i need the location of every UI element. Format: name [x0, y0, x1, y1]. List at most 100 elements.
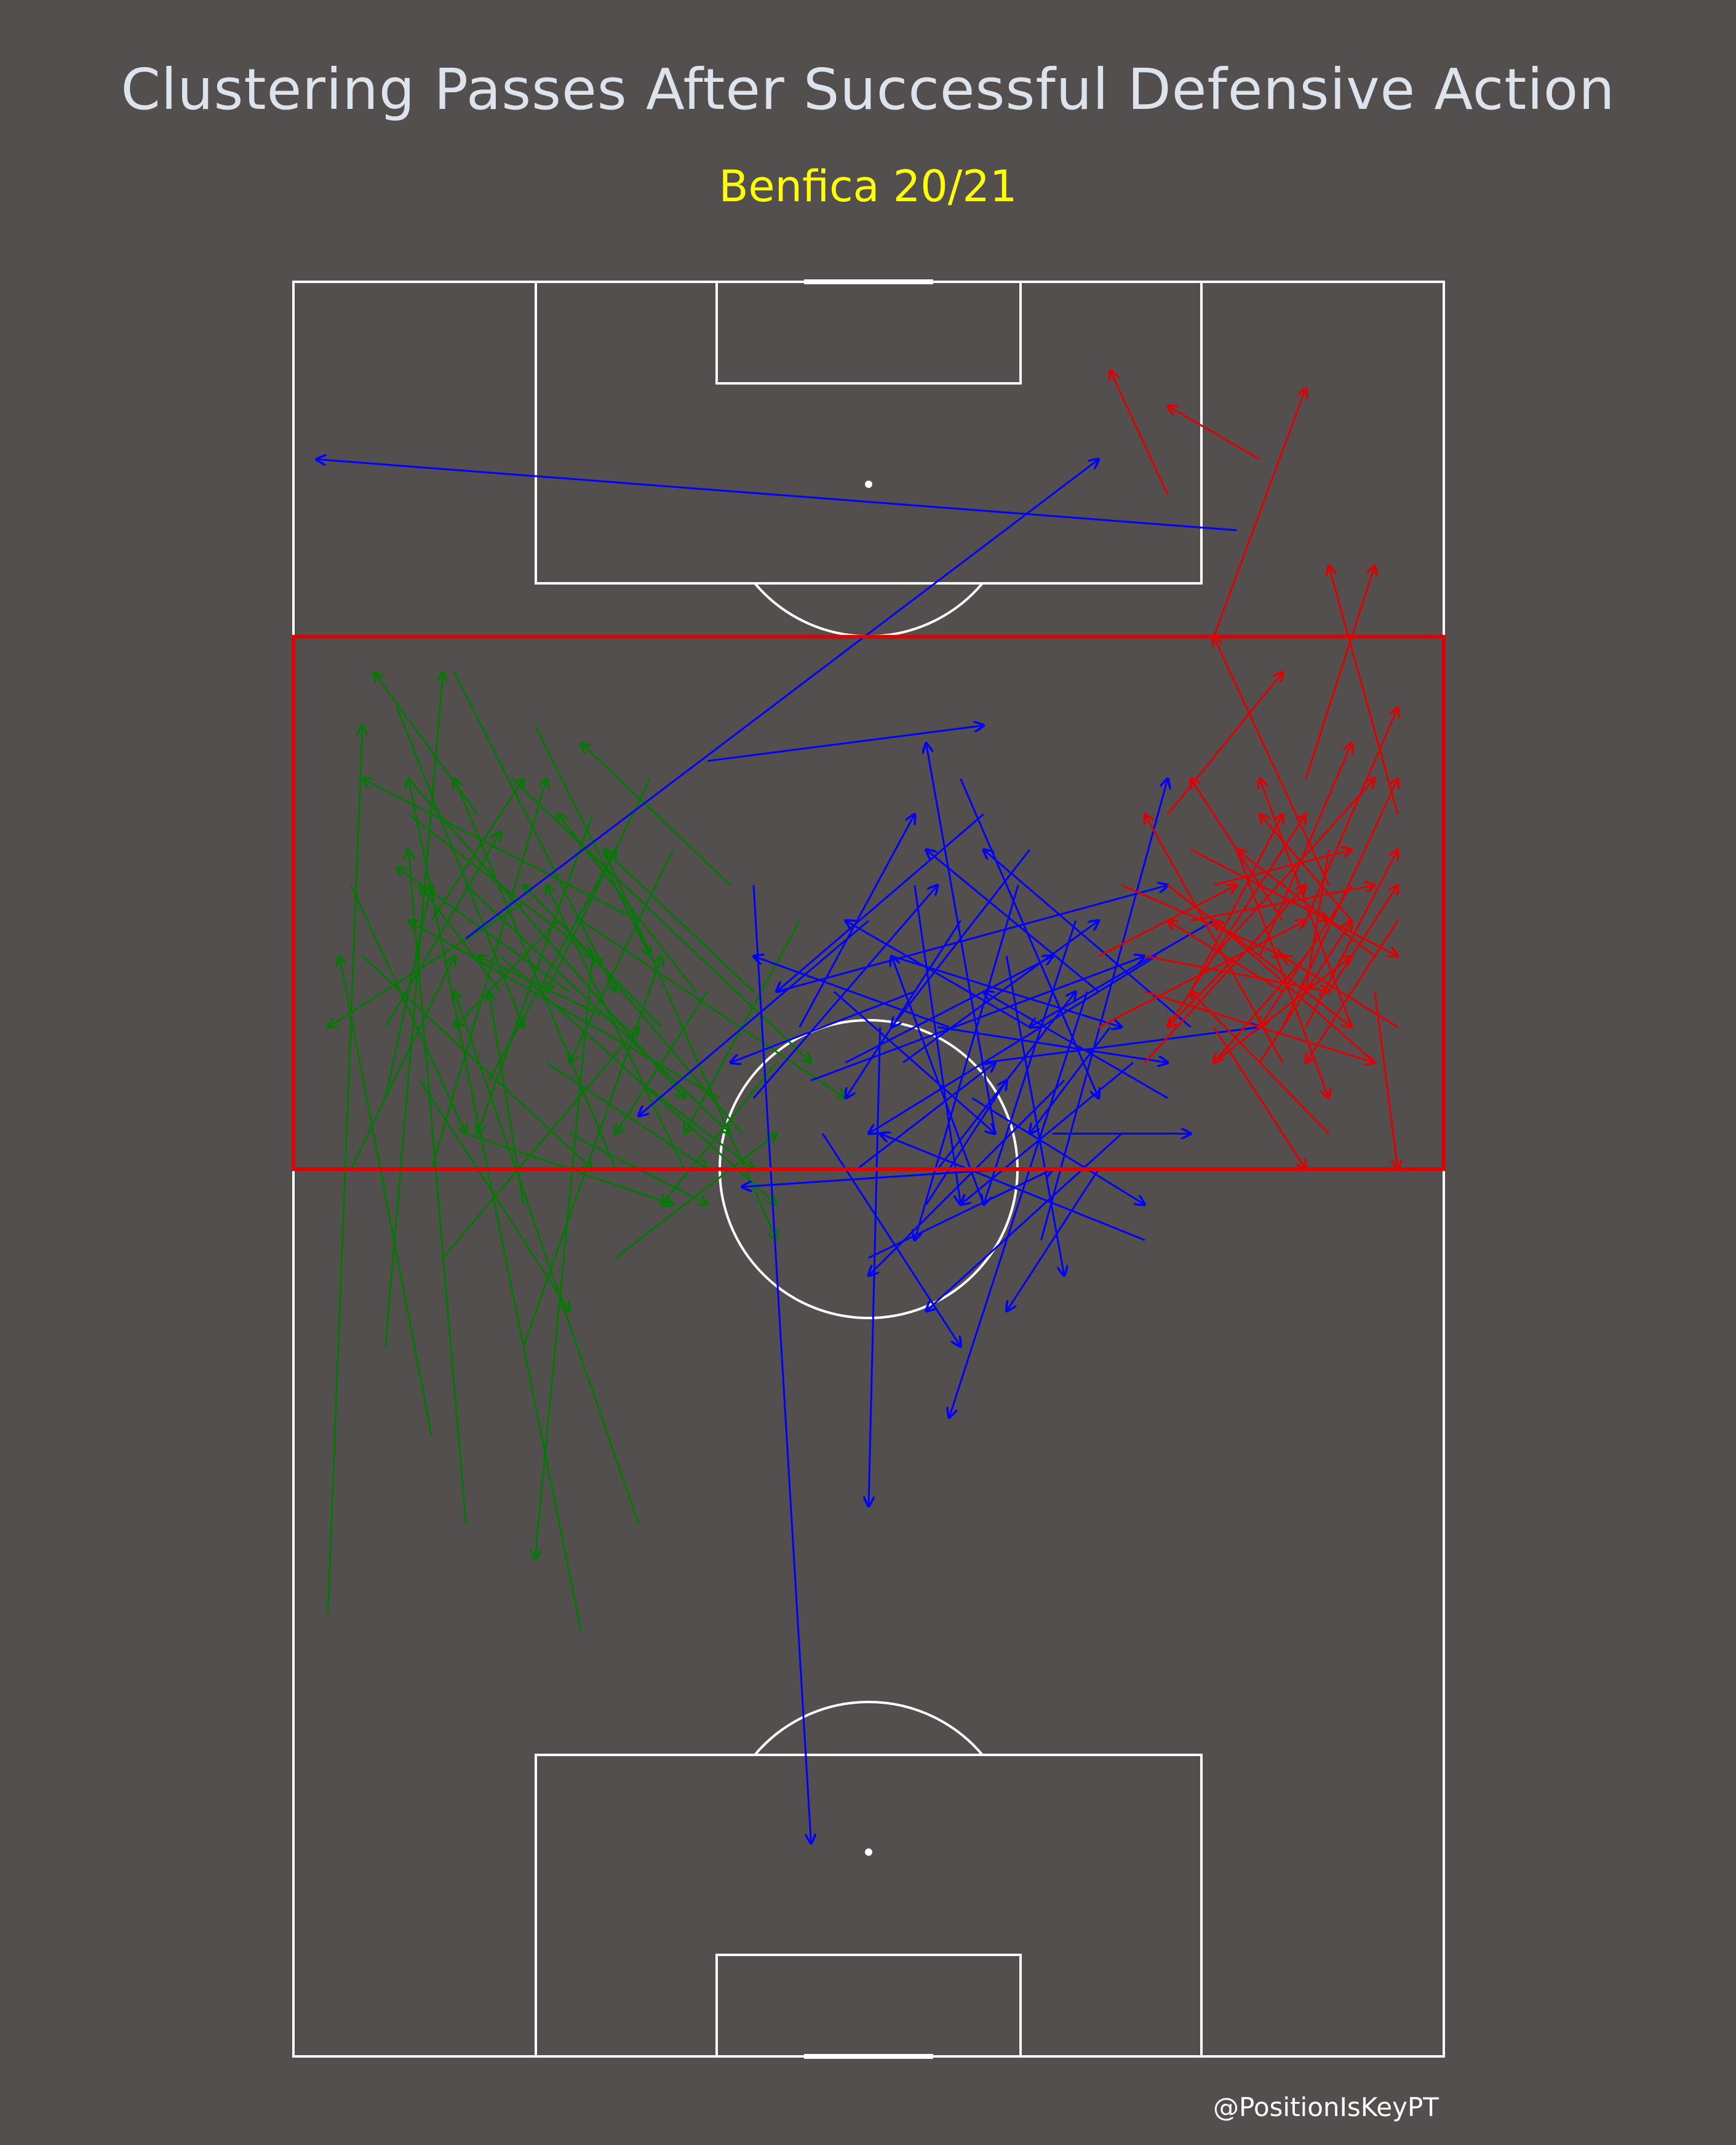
pass-arrow-cluster-3-3	[1212, 388, 1306, 637]
pass-arrow-cluster-3-44	[1306, 849, 1330, 992]
pass-arrow-cluster-3-10	[1329, 565, 1399, 815]
pass-arrow-cluster-1-23	[477, 813, 594, 1133]
top-penalty-spot	[865, 481, 872, 488]
top-penalty-arc	[754, 582, 984, 637]
pass-arrow-cluster-2-28	[752, 885, 938, 1099]
pass-arrow-cluster-3-24	[1168, 921, 1283, 993]
pass-arrow-cluster-2-11	[926, 850, 1099, 993]
pass-arrow-cluster-2-25	[869, 955, 1157, 1133]
bottom-penalty-spot	[865, 1848, 872, 1856]
pass-arrow-cluster-3-2	[1168, 406, 1260, 460]
pass-arrow-cluster-1-47	[581, 743, 731, 886]
pass-arrow-cluster-3-16	[1213, 956, 1352, 1064]
pass-arrow-cluster-1-36	[638, 1079, 754, 1169]
pass-arrow-cluster-2-39	[1005, 956, 1064, 1276]
pass-arrow-cluster-1-34	[408, 921, 720, 1099]
pass-arrow-cluster-3-18	[1166, 814, 1305, 1028]
pass-arrow-cluster-1-37	[431, 779, 524, 922]
pass-arrow-cluster-3-4	[1374, 991, 1398, 1169]
pass-arrow-cluster-1-9	[430, 779, 546, 1170]
pass-arrow-cluster-2-26	[937, 992, 1075, 1170]
pass-arrow-cluster-3-38	[1190, 849, 1329, 921]
pass-arrow-cluster-2-35	[961, 1061, 1134, 1205]
pass-arrow-cluster-1-41	[604, 850, 755, 993]
pass-arrow-cluster-2-10	[776, 813, 984, 991]
pass-arrow-cluster-3-22	[1306, 920, 1399, 1063]
pass-arrow-cluster-1-18	[522, 956, 661, 1347]
pass-arrow-cluster-1-6	[408, 779, 582, 1631]
pass-arrow-cluster-1-5	[350, 956, 455, 1170]
pass-arrow-cluster-2-3	[316, 459, 1237, 532]
pass-arrow-cluster-2-20	[926, 1133, 1123, 1311]
pass-arrow-cluster-3-45	[1213, 850, 1352, 887]
pass-arrow-cluster-2-6	[639, 920, 869, 1116]
pass-arrow-cluster-3-29	[1190, 814, 1283, 993]
pass-arrow-cluster-3-36	[1098, 885, 1236, 957]
pass-arrows	[316, 370, 1398, 1843]
pass-arrow-cluster-3-11	[1190, 885, 1375, 922]
pass-arrow-cluster-2-38	[798, 814, 915, 1028]
pass-arrow-cluster-1-49	[546, 778, 651, 992]
pass-arrow-cluster-1-33	[535, 956, 594, 1560]
pass-arrow-cluster-1-8	[328, 902, 524, 1027]
pass-arrow-cluster-3-27	[1305, 850, 1398, 1028]
pass-arrow-cluster-2-43	[949, 991, 1088, 1418]
pass-arrow-cluster-1-30	[465, 884, 731, 1134]
pass-arrow-cluster-2-34	[856, 1063, 995, 1170]
pass-arrow-cluster-2-33	[1030, 919, 1214, 1027]
pass-arrow-cluster-3-7	[1259, 743, 1352, 957]
pass-arrow-cluster-2-48	[926, 743, 997, 1134]
pass-arrow-cluster-2-41	[902, 921, 1099, 1064]
pass-arrow-cluster-3-39	[1214, 955, 1307, 1063]
pass-arrow-cluster-2-23	[983, 1027, 1260, 1064]
credit-handle: @PositionIsKeyPT	[1213, 2092, 1439, 2122]
pass-arrow-cluster-2-1	[752, 885, 811, 1843]
pass-arrow-cluster-2-40	[984, 992, 1168, 1099]
pass-arrow-cluster-2-17	[868, 1169, 1053, 1259]
pass-arrow-cluster-2-27	[915, 885, 1019, 1240]
pass-arrow-cluster-3-30	[1214, 921, 1376, 1064]
pass-arrow-cluster-3-32	[1191, 779, 1284, 922]
pass-arrow-cluster-3-21	[1121, 884, 1283, 956]
pass-arrow-cluster-2-22	[984, 920, 1077, 1204]
pass-arrow-cluster-1-38	[570, 849, 674, 1063]
pass-arrow-cluster-1-51	[580, 919, 846, 1098]
pass-arrow-cluster-3-31	[1167, 884, 1352, 1028]
pass-arrow-cluster-2-49	[1030, 1026, 1111, 1133]
pass-arrow-cluster-3-1	[1110, 370, 1169, 495]
pass-arrow-cluster-2-19	[776, 885, 1168, 993]
pass-arrow-cluster-1-27	[419, 1079, 570, 1311]
pass-arrow-cluster-3-37	[1283, 956, 1398, 1028]
pass-arrow-cluster-1-16	[442, 1027, 639, 1259]
pass-arrow-cluster-1-45	[661, 1062, 778, 1205]
pass-arrow-cluster-2-29	[1006, 1168, 1100, 1311]
pass-arrow-cluster-1-43	[546, 885, 686, 1170]
pass-arrow-cluster-2-13	[925, 1080, 1007, 1205]
pass-arrow-cluster-2-47	[937, 1026, 1168, 1063]
chart-title: Clustering Passes After Successful Defen…	[121, 57, 1615, 122]
pass-arrow-cluster-2-42	[891, 956, 985, 1205]
pass-arrow-cluster-1-3	[384, 672, 444, 1347]
pass-arrow-cluster-1-54	[592, 956, 743, 1135]
pass-arrow-cluster-1-32	[534, 725, 650, 956]
pass-arrow-cluster-1-24	[453, 671, 616, 991]
pass-arrow-cluster-1-14	[407, 778, 685, 1098]
pass-arrow-cluster-1-35	[489, 992, 525, 1205]
pass-arrow-cluster-3-34	[1212, 1026, 1306, 1169]
pass-arrow-cluster-1-2	[340, 956, 432, 1436]
pass-arrow-cluster-2-7	[742, 1168, 1007, 1187]
pass-arrow-cluster-2-9	[845, 956, 1053, 1064]
pass-arrow-cluster-3-33	[1328, 885, 1398, 993]
pass-arrow-cluster-1-46	[455, 920, 559, 1027]
pass-arrow-cluster-1-53	[420, 885, 501, 993]
top-six-yard-box	[715, 281, 1022, 385]
pass-arrow-cluster-2-45	[971, 1097, 1145, 1205]
pass-arrow-cluster-1-31	[384, 885, 432, 1098]
pass-arrow-cluster-2-32	[754, 956, 950, 1028]
pass-arrow-cluster-2-36	[846, 920, 962, 1098]
pass-arrow-cluster-1-28	[603, 849, 777, 1240]
pass-arrow-cluster-2-50	[914, 885, 961, 1205]
pass-arrow-cluster-2-4	[465, 459, 1099, 940]
pass-arrow-cluster-3-43	[1168, 955, 1238, 1027]
